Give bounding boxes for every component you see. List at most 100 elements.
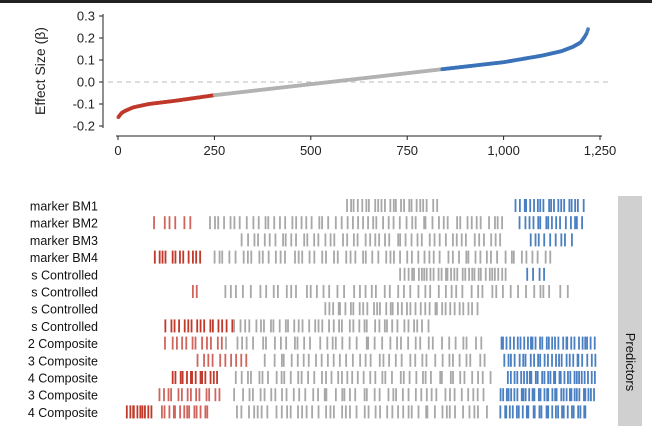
- predictor-tick: [220, 336, 223, 350]
- predictor-tick: [186, 388, 189, 402]
- predictor-tick: [349, 405, 351, 419]
- predictor-tick: [527, 336, 529, 350]
- predictor-tick: [543, 233, 546, 247]
- predictor-tick: [355, 336, 358, 350]
- predictor-tick: [537, 233, 540, 247]
- predictor-tick: [450, 285, 453, 298]
- predictor-tick: [523, 199, 526, 212]
- predictor-tick: [570, 199, 573, 212]
- predictor-tick: [315, 353, 317, 367]
- predictor-tick: [499, 388, 502, 402]
- y-tick-label: 0.1: [77, 53, 95, 68]
- predictor-tick: [296, 353, 299, 367]
- predictor-tick: [566, 285, 569, 298]
- predictor-tick: [365, 319, 368, 333]
- predictor-tick: [383, 319, 386, 333]
- predictor-tick: [399, 371, 402, 384]
- predictor-tick: [369, 353, 372, 367]
- predictor-tick: [497, 267, 500, 281]
- predictor-tick: [448, 405, 451, 419]
- predictor-tick: [473, 233, 476, 247]
- predictor-tick: [594, 353, 597, 367]
- predictor-tick: [187, 319, 190, 333]
- predictor-tick: [481, 371, 484, 384]
- predictor-tick: [356, 371, 359, 384]
- predictor-tick: [392, 388, 395, 402]
- predictor-tick: [204, 405, 207, 419]
- predictor-tick: [575, 388, 578, 402]
- predictor-tick: [505, 388, 508, 402]
- y-tick-label: -0.1: [73, 97, 95, 112]
- predictor-tick: [433, 405, 436, 419]
- predictor-tick: [425, 267, 428, 281]
- predictor-tick: [158, 388, 161, 402]
- predictor-tick: [275, 371, 278, 384]
- predictor-tick: [435, 302, 438, 316]
- predictor-tick: [478, 233, 481, 247]
- predictor-tick: [399, 250, 401, 264]
- predictor-tick: [308, 250, 311, 264]
- predictor-tick: [376, 302, 379, 316]
- predictor-tick: [176, 336, 178, 350]
- predictor-tick: [424, 302, 427, 316]
- predictor-tick: [559, 371, 562, 384]
- predictor-tick: [324, 233, 327, 247]
- predictor-tick: [448, 336, 451, 350]
- predictor-tick: [491, 285, 494, 298]
- predictor-tick: [287, 319, 289, 333]
- predictor-tick: [362, 250, 364, 264]
- predictors-strip-label: Predictors: [623, 333, 638, 392]
- predictor-tick: [432, 267, 435, 281]
- predictor-tick: [470, 285, 473, 298]
- predictor-tick: [257, 233, 259, 247]
- predictor-tick: [373, 388, 376, 402]
- predictor-tick: [520, 250, 523, 264]
- predictor-tick: [531, 388, 534, 402]
- predictor-tick: [434, 353, 437, 367]
- predictor-tick: [575, 216, 578, 230]
- predictor-tick: [531, 250, 534, 264]
- predictor-tick: [411, 267, 414, 281]
- predictor-tick: [568, 353, 571, 367]
- predictor-tick: [273, 216, 276, 230]
- predictor-tick: [440, 267, 443, 281]
- predictor-tick: [300, 216, 303, 230]
- predictor-tick: [430, 388, 433, 402]
- predictor-tick: [432, 199, 435, 212]
- predictor-tick: [449, 371, 452, 384]
- predictor-tick: [198, 388, 201, 402]
- predictor-tick: [542, 285, 545, 298]
- y-axis: -0.2 -0.1 0.0 0.1 0.2 0.3: [73, 9, 104, 134]
- predictor-tick: [406, 250, 409, 264]
- predictor-tick: [327, 216, 330, 230]
- predictor-tick: [407, 405, 410, 419]
- predictor-tick: [460, 388, 463, 402]
- predictor-tick: [203, 353, 205, 367]
- predictor-tick: [459, 216, 462, 230]
- predictor-tick: [581, 353, 584, 367]
- predictor-tick: [555, 216, 558, 230]
- predictor-tick: [584, 405, 587, 419]
- predictor-tick: [482, 388, 485, 402]
- predictor-tick: [354, 388, 357, 402]
- predictor-tick: [403, 199, 405, 212]
- predictor-tick: [558, 371, 561, 384]
- predictor-tick: [373, 336, 376, 350]
- predictor-tick: [590, 388, 592, 402]
- predictor-tick: [221, 250, 224, 264]
- predictor-tick: [441, 353, 444, 367]
- predictor-tick: [185, 336, 188, 350]
- predictor-tick: [499, 233, 502, 247]
- predictor-tick: [352, 216, 354, 230]
- predictor-tick: [267, 371, 269, 384]
- predictor-tick: [379, 302, 381, 316]
- predictor-tick: [196, 353, 199, 367]
- predictor-tick: [344, 405, 347, 419]
- predictor-tick: [550, 199, 553, 212]
- predictor-tick: [400, 302, 403, 316]
- predictor-tick: [504, 267, 507, 281]
- predictor-label: 2 Composite: [28, 337, 98, 351]
- predictor-tick: [428, 302, 431, 316]
- predictor-tick: [223, 216, 225, 230]
